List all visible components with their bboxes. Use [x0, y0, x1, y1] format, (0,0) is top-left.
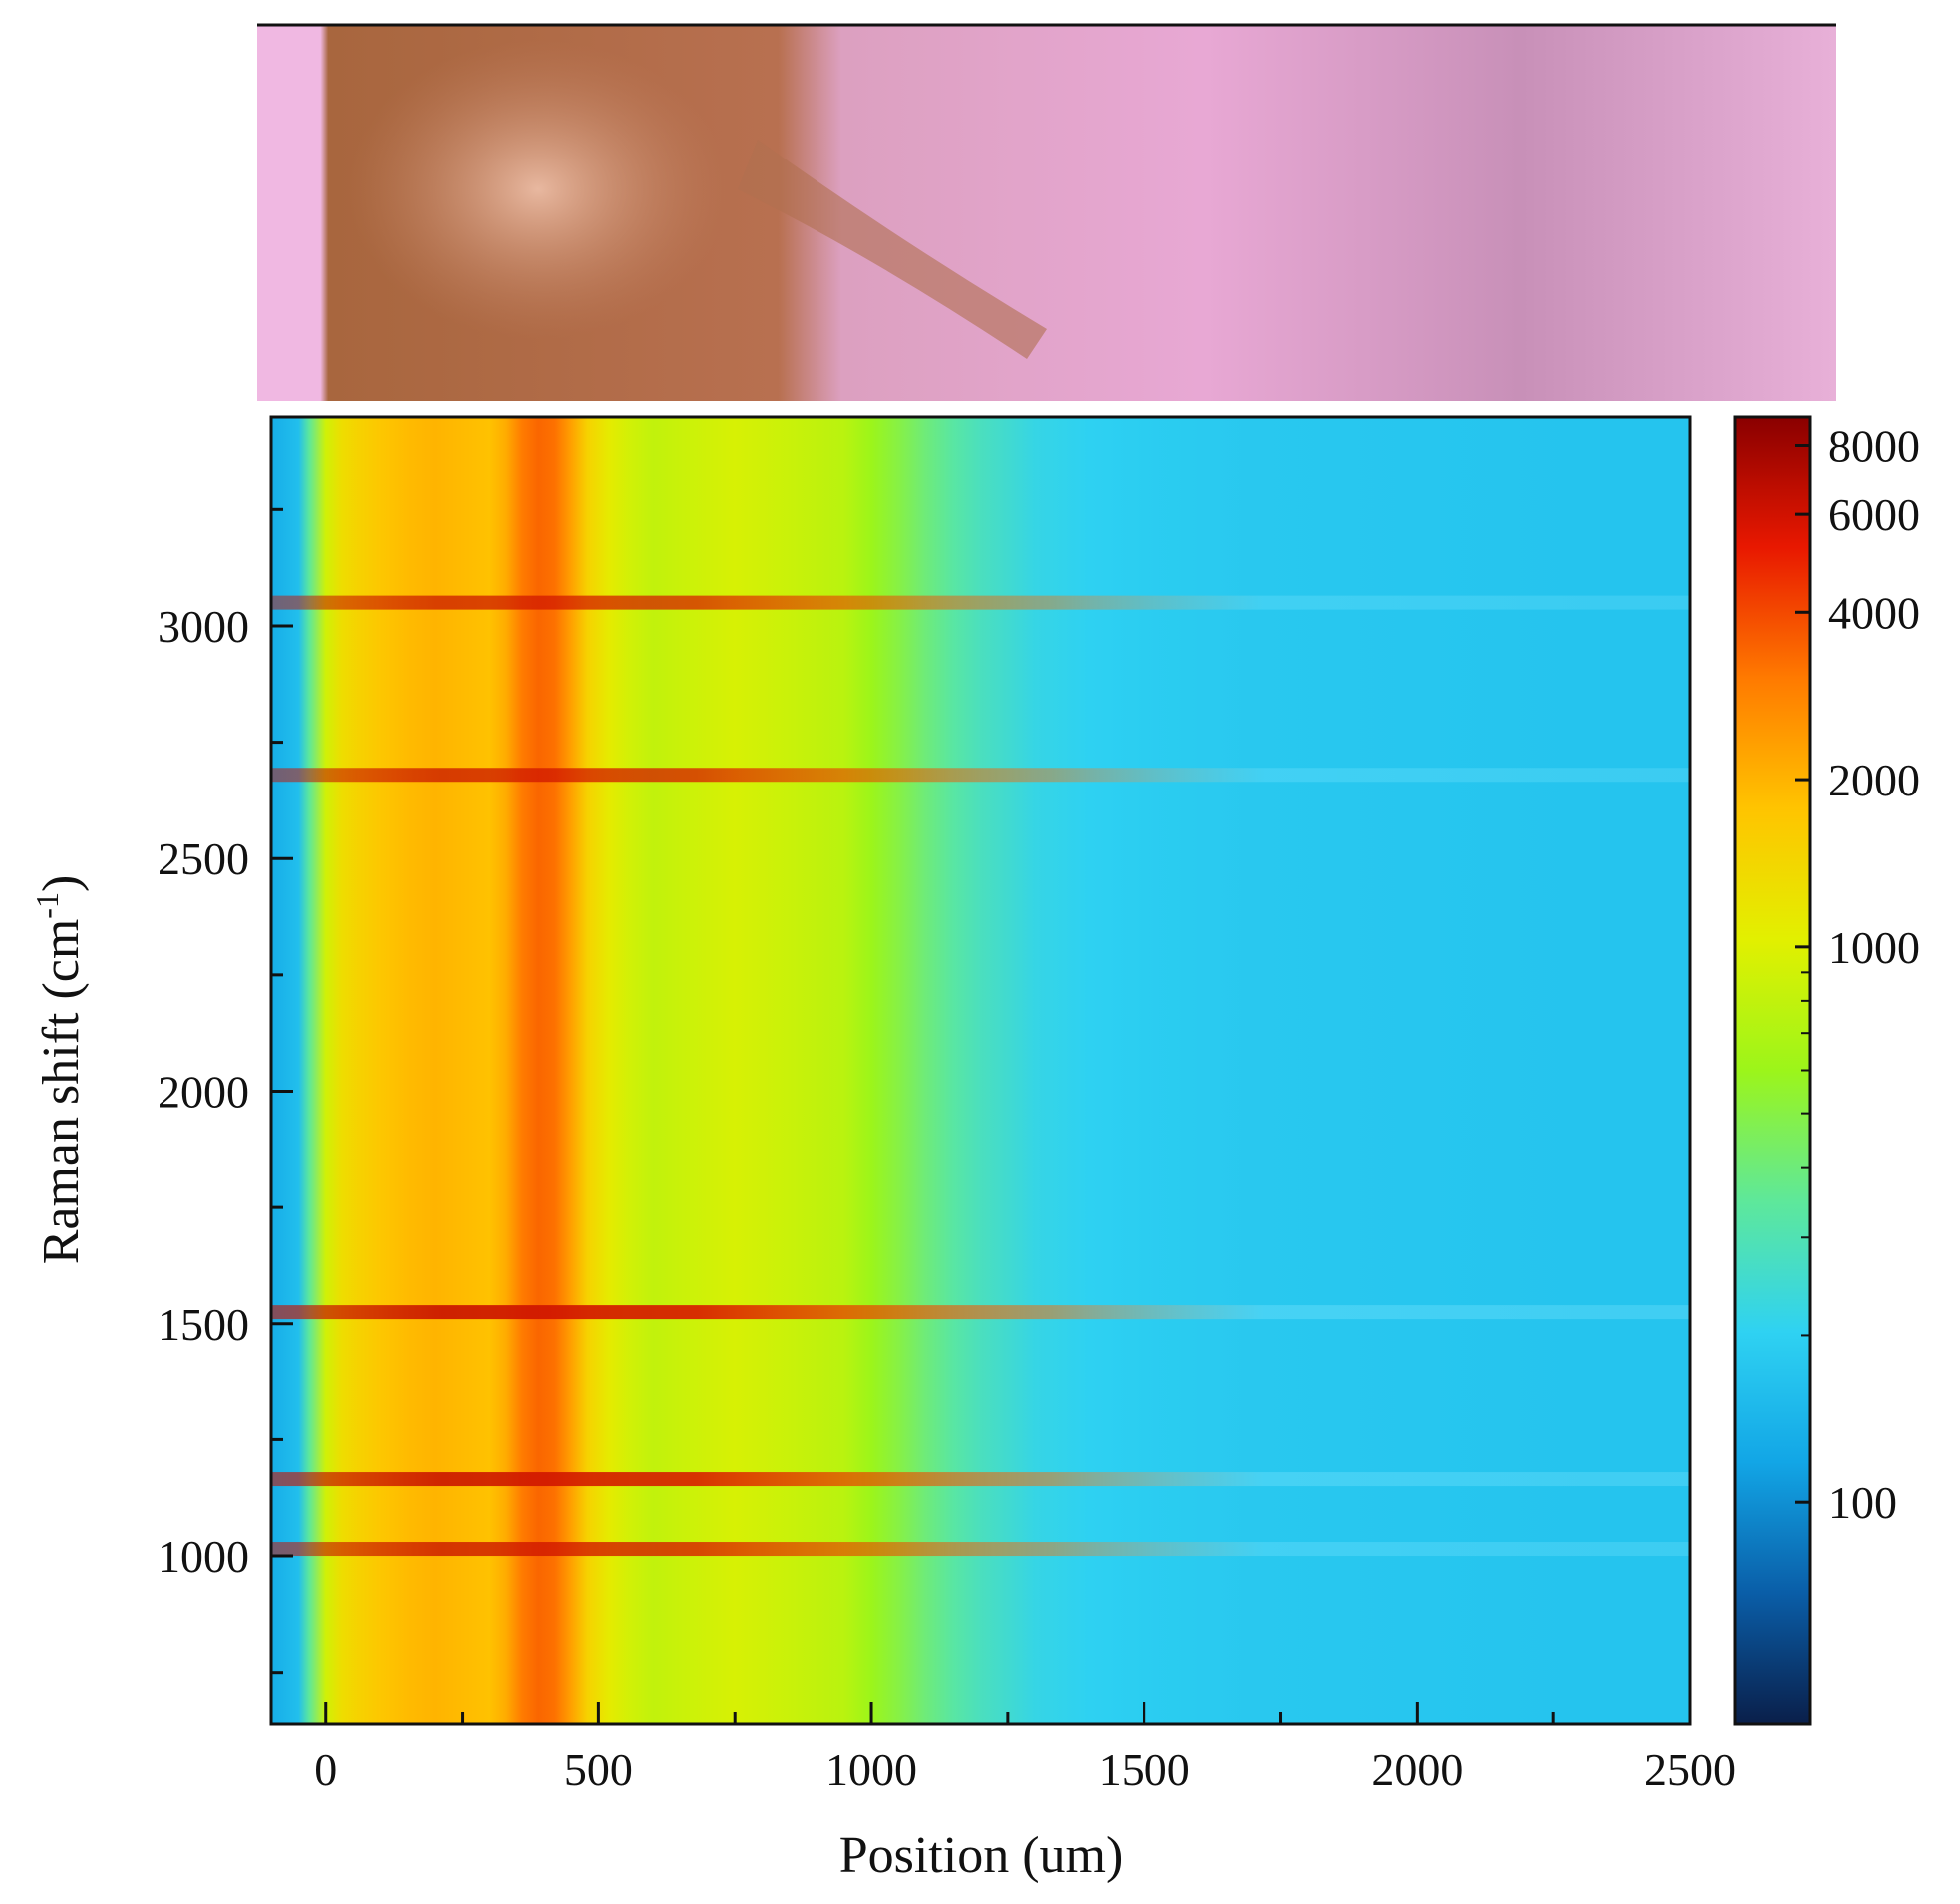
y-tick-label: 1500: [158, 1299, 249, 1350]
y-tick-label: 1000: [158, 1531, 249, 1582]
peak-band: [271, 595, 1690, 610]
y-tick-label: 2000: [158, 1066, 249, 1116]
colorbar-tick-label: 6000: [1828, 489, 1920, 540]
y-axis: 1000 1500 2000 2500 3000: [158, 507, 293, 1675]
peak-band: [271, 1472, 1690, 1487]
heatmap-base: [271, 417, 1690, 1724]
colorbar-fill: [1733, 415, 1812, 1726]
y-tick-label: 3000: [158, 601, 249, 652]
x-axis-title: Position (um): [839, 1827, 1124, 1884]
heatmap-frame: [269, 415, 1692, 1726]
x-axis: 0 500 1000 1500 2000 2500: [314, 1702, 1736, 1795]
colorbar: 100 1000 2000 4000 6000 8000: [1733, 415, 1920, 1726]
y-axis-title-suffix: ): [33, 875, 90, 892]
sample-photo: [257, 23, 1836, 401]
x-tick-label: 2500: [1644, 1745, 1736, 1795]
photo-stain-streak: [738, 140, 1047, 359]
colorbar-tick-label: 2000: [1828, 755, 1920, 805]
x-tick-label: 2000: [1371, 1745, 1463, 1795]
peak-band: [271, 1305, 1690, 1320]
y-tick-label: 2500: [158, 833, 249, 884]
colorbar-ticks: 100 1000 2000 4000 6000 8000: [1795, 421, 1920, 1528]
x-tick-label: 1000: [825, 1745, 917, 1795]
peak-band: [271, 768, 1690, 783]
y-axis-title-main: Raman shift (cm: [33, 919, 90, 1265]
x-tick-label: 500: [564, 1745, 633, 1795]
y-axis-title-superscript: -1: [29, 892, 65, 919]
x-tick-label: 1500: [1099, 1745, 1190, 1795]
x-tick-label: 0: [314, 1745, 337, 1795]
peak-bands: [271, 595, 1690, 1557]
photo-bright-region: [349, 40, 728, 339]
peak-band: [271, 1542, 1690, 1557]
colorbar-tick-label: 1000: [1828, 922, 1920, 973]
colorbar-tick-label: 100: [1828, 1477, 1897, 1528]
y-axis-title: Raman shift (cm-1): [29, 875, 90, 1265]
heatmap-plot: [271, 417, 1690, 1724]
colorbar-tick-label: 4000: [1828, 587, 1920, 638]
colorbar-tick-label: 8000: [1828, 421, 1920, 472]
